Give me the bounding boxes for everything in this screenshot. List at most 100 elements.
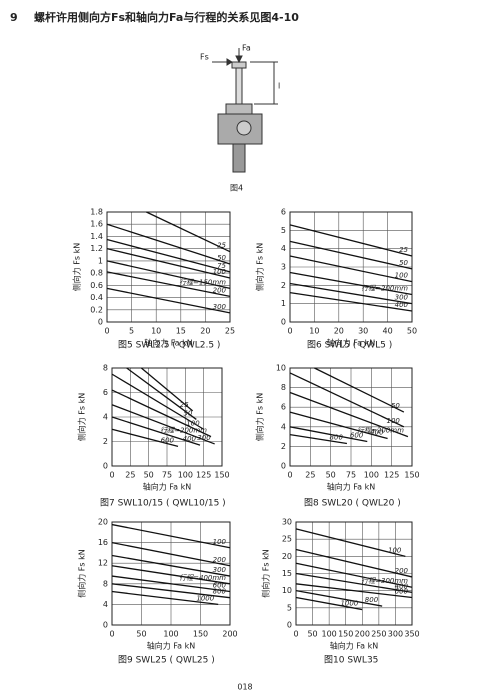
x-tick-label: 125 [384,471,399,480]
x-tick-label: 200 [222,630,237,639]
y-tick-label: 1 [281,299,286,308]
y-tick-label: 4 [281,422,286,431]
y-tick-label: 3 [281,263,286,272]
curve [146,211,231,253]
y-axis-label: 侧向力 Fs kN [255,243,265,291]
curve [111,523,231,549]
curve [111,583,231,599]
x-tick-label: 10 [309,327,319,336]
curve-label: 100 [186,419,200,427]
x-axis-label: 轴向力 Fa kN [327,338,375,348]
y-tick-label: 2 [281,442,286,451]
curve [140,367,194,412]
x-tick-label: 0 [109,471,114,480]
curve-label: 1000 [196,594,214,602]
curve-label: 75 [217,262,226,270]
y-tick-label: 6 [281,208,286,217]
curve-label: 200 [395,567,409,575]
x-tick-label: 125 [196,471,211,480]
y-tick-label: 16 [98,538,108,547]
y-tick-label: 6 [103,388,108,397]
curve-label: 800 [330,433,344,441]
y-tick-label: 0.4 [90,293,103,302]
curve [289,224,413,257]
x-axis-label: 轴向力 Fa kN [147,641,195,651]
curve [295,548,413,578]
curve-label: 行程=200mm [160,427,207,435]
curve-label: 行程=400mm [179,574,226,582]
curve [295,528,406,557]
curve-label: 400 [395,582,409,590]
y-tick-label: 4 [281,244,286,253]
y-tick-label: 8 [281,383,286,392]
y-tick-label: 20 [282,552,292,561]
x-tick-label: 200 [355,630,370,639]
x-tick-label: 50 [407,327,417,336]
chart-caption: 图9 SWL25 ( QWL25 ) [118,655,215,666]
x-tick-label: 0 [287,471,292,480]
y-tick-label: 15 [282,569,292,578]
x-tick-label: 150 [193,630,208,639]
x-tick-label: 150 [214,471,229,480]
y-tick-label: 20 [98,518,108,527]
x-tick-label: 10 [151,327,161,336]
curve [111,541,231,567]
curve [295,562,413,588]
curve-label: 200 [213,556,227,564]
curve-label: 100 [388,546,402,554]
y-tick-label: 5 [287,603,292,612]
curve [111,590,219,606]
curve [289,433,348,445]
y-tick-label: 1.4 [90,232,103,241]
curve-label: 50 [391,402,400,410]
curve-label: 800 [365,596,379,604]
chart-caption: 图10 SWL35 [324,655,378,666]
curve-label: 50 [399,259,408,267]
curve [106,238,231,273]
curve-label: 600 [161,436,175,444]
curve-label: 行程=300mm [361,577,408,585]
x-tick-label: 100 [322,630,337,639]
x-tick-label: 300 [388,630,403,639]
x-tick-label: 50 [307,630,317,639]
x-tick-label: 5 [129,327,134,336]
curve-label: 800 [213,588,227,596]
y-tick-label: 12 [98,559,108,568]
y-tick-label: 25 [282,535,292,544]
curve-label: 50 [217,254,226,262]
x-tick-label: 25 [225,327,235,336]
curve [289,255,413,283]
curve [106,248,231,279]
curve-label: 1000 [340,600,358,608]
y-tick-label: 2 [103,437,108,446]
x-tick-label: 0 [109,630,114,639]
curve [106,260,231,290]
y-tick-label: 0.8 [90,269,103,278]
y-tick-label: 1 [98,256,103,265]
y-tick-label: 0 [287,621,292,630]
plot-frame [289,211,413,323]
curve [111,389,212,438]
x-tick-label: 0 [293,630,298,639]
curve-label: 600 [213,582,227,590]
curve-label: 600 [350,432,364,440]
y-tick-label: 4 [103,413,108,422]
x-tick-label: 40 [383,327,393,336]
chart-caption: 图7 SWL10/15 ( QWL10/15 ) [100,498,226,509]
y-tick-label: 2 [281,281,286,290]
curve [289,282,413,305]
curve [111,373,205,430]
curve-label: 600 [395,588,409,596]
y-tick-label: 8 [103,364,108,373]
x-tick-label: 75 [346,471,356,480]
curve [289,292,413,312]
curve [111,565,231,585]
y-tick-label: 6 [281,403,286,412]
curve-label: 400 [395,301,409,309]
fa-label: Fa [242,44,251,53]
y-axis-label: 侧向力 Fs kN [72,243,82,291]
y-tick-label: 30 [282,518,292,527]
x-tick-label: 25 [125,471,135,480]
curve [111,575,231,593]
